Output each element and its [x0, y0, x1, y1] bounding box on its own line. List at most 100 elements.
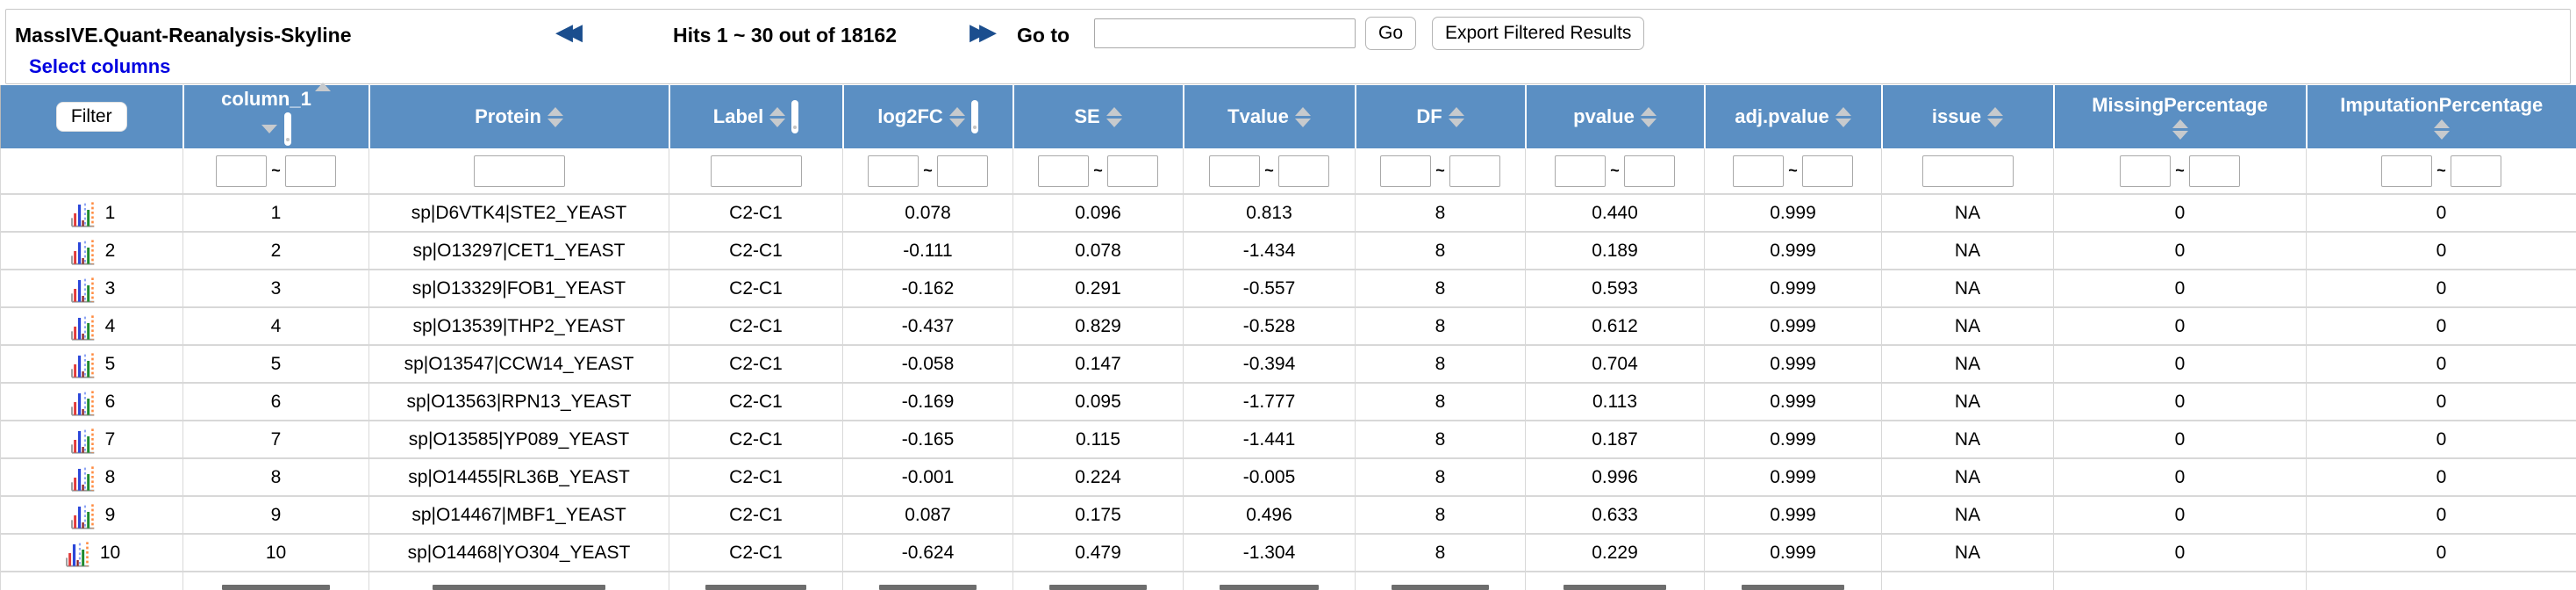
sort-arrows[interactable]	[1641, 107, 1657, 127]
column-header-issue[interactable]: issue	[1882, 85, 2054, 148]
sort-asc-icon[interactable]	[769, 107, 785, 116]
filter-min-input-df[interactable]	[1380, 155, 1431, 187]
column-header-protein[interactable]: Protein	[369, 85, 669, 148]
filter-input-protein[interactable]	[474, 155, 565, 187]
sort-arrows[interactable]	[1835, 107, 1851, 127]
sort-asc-icon[interactable]	[1106, 107, 1122, 116]
column-header-column_1[interactable]: column_1	[183, 85, 369, 148]
spectrum-chart-icon[interactable]	[68, 424, 97, 456]
sort-arrows[interactable]	[1106, 107, 1122, 127]
sort-arrows[interactable]	[2434, 119, 2450, 140]
export-filtered-results-button[interactable]: Export Filtered Results	[1432, 17, 1644, 50]
sort-desc-icon[interactable]	[1987, 119, 2003, 127]
sort-desc-icon[interactable]	[547, 119, 563, 127]
sort-asc-icon[interactable]	[315, 83, 331, 91]
filter-min-input-pvalue[interactable]	[1555, 155, 1606, 187]
sort-desc-icon[interactable]	[1641, 119, 1657, 127]
column-resize-handle[interactable]	[971, 100, 978, 133]
cell-df: 8	[1356, 496, 1526, 534]
sort-arrows[interactable]	[769, 107, 785, 127]
filter-max-input-se[interactable]	[1107, 155, 1158, 187]
sort-arrows[interactable]	[1449, 107, 1464, 127]
filter-min-input-column_1[interactable]	[216, 155, 267, 187]
sort-arrows[interactable]	[1295, 107, 1311, 127]
filter-max-input-missing[interactable]	[2189, 155, 2240, 187]
sort-desc-icon[interactable]	[1295, 119, 1311, 127]
partial-cell-df	[1356, 572, 1526, 590]
sort-asc-icon[interactable]	[2434, 119, 2450, 128]
cell-log2fc: -0.624	[843, 534, 1013, 572]
sort-asc-icon[interactable]	[547, 107, 563, 116]
cell-pvalue: 0.593	[1526, 270, 1705, 307]
sort-asc-icon[interactable]	[1295, 107, 1311, 116]
filter-max-input-df[interactable]	[1449, 155, 1500, 187]
sort-arrows[interactable]	[2172, 119, 2188, 140]
sort-asc-icon[interactable]	[1641, 107, 1657, 116]
spectrum-chart-icon[interactable]	[68, 235, 97, 267]
sort-desc-icon[interactable]	[1449, 119, 1464, 127]
filter-max-input-column_1[interactable]	[285, 155, 336, 187]
sort-asc-icon[interactable]	[949, 107, 965, 116]
column-header-tvalue[interactable]: Tvalue	[1184, 85, 1356, 148]
spectrum-chart-icon[interactable]	[68, 386, 97, 418]
spectrum-chart-icon[interactable]	[63, 537, 91, 569]
go-button[interactable]: Go	[1365, 17, 1416, 50]
filter-min-input-se[interactable]	[1038, 155, 1089, 187]
sort-desc-icon[interactable]	[1106, 119, 1122, 127]
spectrum-chart-icon[interactable]	[68, 311, 97, 342]
filter-min-input-tvalue[interactable]	[1209, 155, 1260, 187]
sort-desc-icon[interactable]	[261, 125, 277, 133]
filter-min-input-log2fc[interactable]	[868, 155, 919, 187]
select-columns-link[interactable]: Select columns	[29, 55, 170, 78]
cell-row: 1	[1, 194, 183, 232]
column-header-label: MissingPercentage	[2092, 94, 2268, 117]
sort-desc-icon[interactable]	[2434, 131, 2450, 140]
filter-button[interactable]: Filter	[56, 102, 127, 132]
sort-desc-icon[interactable]	[1835, 119, 1851, 127]
filter-max-input-adj_pvalue[interactable]	[1802, 155, 1853, 187]
column-header-pvalue[interactable]: pvalue	[1526, 85, 1705, 148]
previous-page-icon[interactable]: ◀◀	[555, 20, 575, 43]
sort-desc-icon[interactable]	[769, 119, 785, 127]
spectrum-chart-icon[interactable]	[68, 273, 97, 305]
cell-column_1: 3	[183, 270, 369, 307]
range-separator: ~	[1610, 162, 1620, 180]
filter-max-input-log2fc[interactable]	[937, 155, 988, 187]
column-resize-handle[interactable]	[791, 100, 798, 133]
filter-max-input-pvalue[interactable]	[1624, 155, 1675, 187]
sort-asc-icon[interactable]	[2172, 119, 2188, 128]
column-header-imputation[interactable]: ImputationPercentage	[2307, 85, 2576, 148]
column-header-adj_pvalue[interactable]: adj.pvalue	[1705, 85, 1882, 148]
column-header-se[interactable]: SE	[1013, 85, 1184, 148]
filter-input-label[interactable]	[711, 155, 802, 187]
spectrum-chart-icon[interactable]	[68, 500, 97, 531]
next-page-icon[interactable]: ▶▶	[970, 20, 989, 43]
goto-page-input[interactable]	[1094, 18, 1356, 48]
filter-max-input-imputation[interactable]	[2451, 155, 2501, 187]
column-header-df[interactable]: DF	[1356, 85, 1526, 148]
filter-max-input-tvalue[interactable]	[1278, 155, 1329, 187]
spectrum-chart-icon[interactable]	[68, 198, 97, 229]
column-resize-handle[interactable]	[284, 112, 291, 146]
sort-arrows[interactable]	[1987, 107, 2003, 127]
sort-arrows[interactable]	[949, 107, 965, 127]
column-header-missing[interactable]: MissingPercentage	[2054, 85, 2307, 148]
sort-arrows[interactable]	[547, 107, 563, 127]
column-header-label: pvalue	[1573, 105, 1635, 128]
spectrum-chart-icon[interactable]	[68, 349, 97, 380]
column-header-label[interactable]: Label	[669, 85, 843, 148]
sort-asc-icon[interactable]	[1987, 107, 2003, 116]
cell-label: C2-C1	[669, 421, 843, 458]
filter-input-issue[interactable]	[1922, 155, 2014, 187]
sort-asc-icon[interactable]	[1835, 107, 1851, 116]
cell-imputation: 0	[2307, 421, 2576, 458]
sort-asc-icon[interactable]	[1449, 107, 1464, 116]
cell-tvalue: 0.496	[1184, 496, 1356, 534]
column-header-log2fc[interactable]: log2FC	[843, 85, 1013, 148]
filter-min-input-adj_pvalue[interactable]	[1733, 155, 1784, 187]
sort-desc-icon[interactable]	[2172, 131, 2188, 140]
sort-desc-icon[interactable]	[949, 119, 965, 127]
filter-min-input-imputation[interactable]	[2381, 155, 2432, 187]
filter-min-input-missing[interactable]	[2120, 155, 2171, 187]
spectrum-chart-icon[interactable]	[68, 462, 97, 493]
